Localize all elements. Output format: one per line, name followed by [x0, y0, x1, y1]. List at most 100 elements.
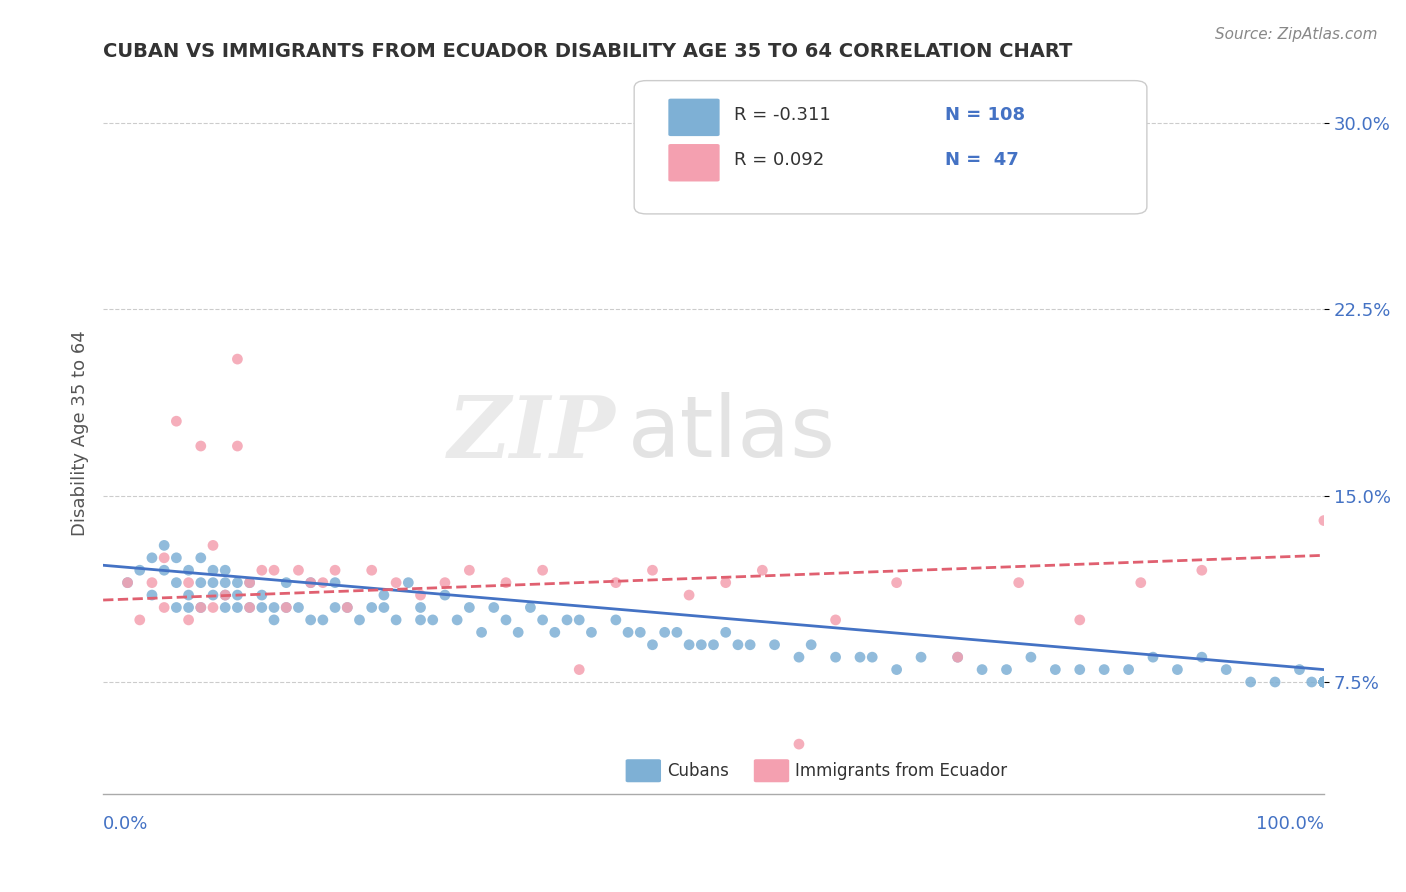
Point: [849, 650, 872, 665]
Point: [1142, 650, 1164, 665]
Point: [239, 600, 262, 615]
Point: [226, 588, 249, 602]
Point: [117, 575, 139, 590]
Point: [250, 600, 273, 615]
Point: [153, 550, 176, 565]
Point: [360, 600, 382, 615]
FancyBboxPatch shape: [668, 99, 720, 136]
Point: [910, 650, 932, 665]
Point: [568, 613, 591, 627]
Point: [690, 638, 713, 652]
Point: [385, 613, 408, 627]
Point: [628, 625, 651, 640]
Point: [1129, 575, 1152, 590]
Point: [617, 625, 640, 640]
Point: [336, 600, 359, 615]
Text: R = 0.092: R = 0.092: [734, 151, 824, 169]
Point: [360, 563, 382, 577]
Point: [1019, 650, 1042, 665]
Point: [385, 575, 408, 590]
Point: [276, 575, 298, 590]
Point: [654, 625, 676, 640]
Text: N = 108: N = 108: [945, 106, 1025, 124]
Point: [1069, 663, 1091, 677]
Point: [250, 563, 273, 577]
Point: [995, 663, 1018, 677]
Text: Cubans: Cubans: [666, 762, 728, 780]
Point: [714, 575, 737, 590]
Point: [214, 575, 236, 590]
Point: [433, 588, 456, 602]
Point: [605, 613, 627, 627]
Point: [409, 613, 432, 627]
Point: [422, 613, 444, 627]
Point: [1313, 675, 1336, 690]
Point: [177, 588, 200, 602]
Point: [1191, 563, 1213, 577]
Point: [263, 600, 285, 615]
Point: [1313, 675, 1336, 690]
Point: [299, 575, 322, 590]
Point: [190, 439, 212, 453]
Point: [177, 575, 200, 590]
Point: [581, 625, 603, 640]
Point: [153, 563, 176, 577]
Text: atlas: atlas: [628, 392, 837, 475]
Point: [239, 575, 262, 590]
Point: [678, 638, 700, 652]
Point: [531, 563, 554, 577]
FancyBboxPatch shape: [634, 80, 1147, 214]
Point: [1166, 663, 1188, 677]
Point: [323, 600, 346, 615]
Point: [495, 613, 517, 627]
Point: [312, 613, 335, 627]
Point: [544, 625, 567, 640]
Point: [312, 575, 335, 590]
Point: [665, 625, 688, 640]
Point: [373, 600, 395, 615]
Point: [1301, 675, 1323, 690]
Point: [763, 638, 786, 652]
Point: [787, 737, 810, 751]
Point: [226, 600, 249, 615]
Point: [1313, 675, 1336, 690]
Point: [373, 588, 395, 602]
Point: [323, 563, 346, 577]
Point: [727, 638, 749, 652]
Point: [287, 563, 309, 577]
Point: [824, 613, 846, 627]
Point: [1118, 663, 1140, 677]
Point: [1092, 663, 1115, 677]
Point: [471, 625, 494, 640]
Point: [141, 588, 163, 602]
Point: [128, 563, 150, 577]
Point: [128, 613, 150, 627]
Point: [226, 439, 249, 453]
Point: [678, 588, 700, 602]
Point: [740, 638, 762, 652]
Point: [1215, 663, 1237, 677]
Point: [190, 550, 212, 565]
Point: [787, 650, 810, 665]
Point: [1045, 663, 1067, 677]
Point: [531, 613, 554, 627]
Point: [190, 575, 212, 590]
Point: [568, 663, 591, 677]
Point: [214, 588, 236, 602]
Point: [239, 600, 262, 615]
Text: Immigrants from Ecuador: Immigrants from Ecuador: [796, 762, 1008, 780]
Point: [299, 575, 322, 590]
Point: [214, 588, 236, 602]
Point: [226, 352, 249, 367]
Point: [409, 588, 432, 602]
Point: [117, 575, 139, 590]
Point: [141, 575, 163, 590]
Point: [287, 600, 309, 615]
FancyBboxPatch shape: [668, 144, 720, 181]
Point: [1313, 675, 1336, 690]
Point: [1313, 675, 1336, 690]
Text: Source: ZipAtlas.com: Source: ZipAtlas.com: [1215, 27, 1378, 42]
Point: [555, 613, 578, 627]
Point: [946, 650, 969, 665]
Point: [190, 600, 212, 615]
